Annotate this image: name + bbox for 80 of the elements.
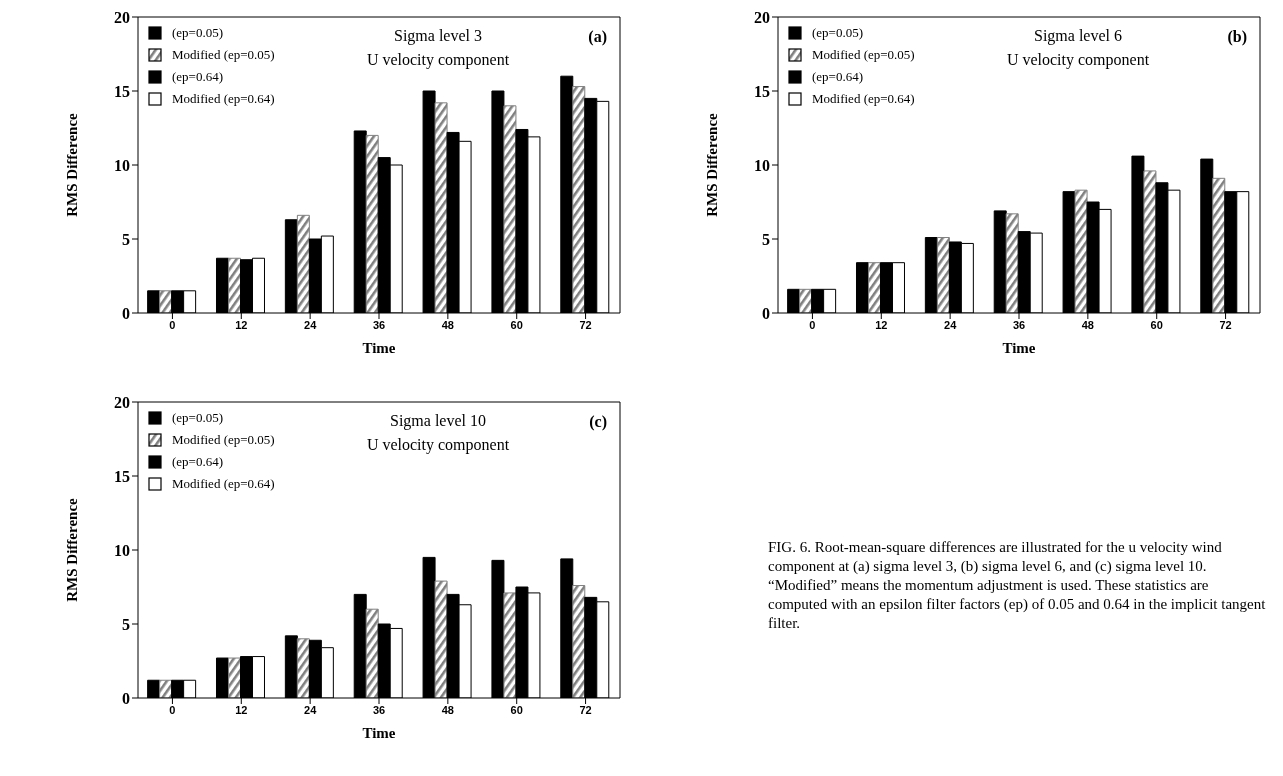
bar	[572, 86, 586, 313]
bar	[936, 237, 950, 313]
legend-label: (ep=0.05)	[172, 25, 224, 41]
bar	[1074, 189, 1088, 313]
bar	[228, 257, 241, 313]
legend-label: Modified (ep=0.64)	[812, 91, 915, 107]
y-tick-label: 5	[762, 230, 770, 248]
x-tick-label: 24	[304, 703, 318, 716]
legend-label: Modified (ep=0.64)	[172, 476, 275, 492]
text: U velocity component	[1005, 50, 1151, 71]
y-tick-label: 15	[114, 467, 130, 485]
x-tick-label: 72	[1219, 318, 1232, 331]
y-axis-title: RMS Difference	[64, 497, 81, 602]
bar	[228, 657, 241, 698]
bar	[296, 638, 310, 698]
x-tick-label: 0	[809, 318, 816, 331]
y-tick-label: 15	[754, 82, 770, 100]
text: Sigma level 3	[393, 26, 483, 47]
x-tick-label: 60	[510, 703, 523, 716]
legend-label: (ep=0.64)	[172, 454, 224, 470]
legend-label: Modified (ep=0.05)	[172, 432, 275, 448]
legend-label: (ep=0.64)	[812, 69, 864, 85]
bar	[1143, 170, 1157, 313]
x-tick-label: 24	[304, 318, 318, 331]
annotation: (b)	[1227, 28, 1247, 46]
y-tick-label: 10	[754, 156, 770, 174]
bar	[1212, 177, 1226, 313]
caption: FIG. 6. Root-mean-square differences are illustrated for the u velocity wind component at (a) sigma level 3, (b) sigma level 6, and (c) sigma level 10. “Modified” means the momentum adjustment is used. These statistics are computed with an epsilon filter factors (ep) of 0.05 and 0.64 in the implicit tangent filter.	[768, 538, 1267, 633]
legend-label: (ep=0.05)	[172, 410, 224, 426]
bar	[572, 585, 586, 698]
x-tick-label: 48	[1081, 318, 1094, 331]
x-tick-label: 12	[875, 318, 888, 331]
bar	[159, 290, 173, 313]
x-axis-title: Time	[362, 725, 396, 741]
bar	[434, 102, 448, 313]
legend-label: Modified (ep=0.05)	[172, 47, 275, 63]
annotation: (c)	[589, 413, 607, 431]
x-tick-label: 12	[235, 318, 248, 331]
x-tick-label: 48	[441, 318, 454, 331]
x-axis-title: Time	[362, 340, 396, 356]
y-tick-label: 20	[114, 393, 130, 411]
legend-label: (ep=0.05)	[812, 25, 864, 41]
bar	[365, 608, 379, 698]
x-tick-label: 36	[372, 318, 386, 331]
x-tick-label: 36	[372, 703, 386, 716]
x-axis-title: Time	[1002, 340, 1036, 356]
bar	[1005, 213, 1019, 313]
text: U velocity component	[365, 435, 511, 456]
legend-label: (ep=0.64)	[172, 69, 224, 85]
x-tick-label: 36	[1012, 318, 1026, 331]
y-axis-title: RMS Difference	[704, 112, 721, 217]
x-tick-label: 0	[169, 703, 176, 716]
y-axis-title: RMS Difference	[64, 112, 81, 217]
legend-label: Modified (ep=0.64)	[172, 91, 275, 107]
text: Sigma level 10	[389, 411, 487, 432]
x-tick-label: 60	[1150, 318, 1163, 331]
bar	[503, 105, 517, 313]
y-tick-label: 10	[114, 541, 130, 559]
x-tick-label: 72	[579, 703, 592, 716]
y-tick-label: 5	[122, 230, 130, 248]
x-tick-label: 24	[944, 318, 958, 331]
y-tick-label: 10	[114, 156, 130, 174]
bar	[868, 262, 881, 313]
x-tick-label: 60	[510, 318, 523, 331]
bar	[365, 134, 379, 313]
text: U velocity component	[365, 50, 511, 71]
y-tick-label: 20	[114, 8, 130, 26]
y-tick-label: 15	[114, 82, 130, 100]
x-tick-label: 12	[235, 703, 248, 716]
y-tick-label: 5	[122, 615, 130, 633]
bar	[503, 592, 517, 698]
legend-label: Modified (ep=0.05)	[812, 47, 915, 63]
annotation: (a)	[588, 28, 607, 46]
x-tick-label: 0	[169, 318, 176, 331]
bar	[434, 580, 448, 698]
x-tick-label: 72	[579, 318, 592, 331]
text: Sigma level 6	[1033, 26, 1123, 47]
x-tick-label: 48	[441, 703, 454, 716]
y-tick-label: 20	[754, 8, 770, 26]
bar	[296, 214, 310, 313]
